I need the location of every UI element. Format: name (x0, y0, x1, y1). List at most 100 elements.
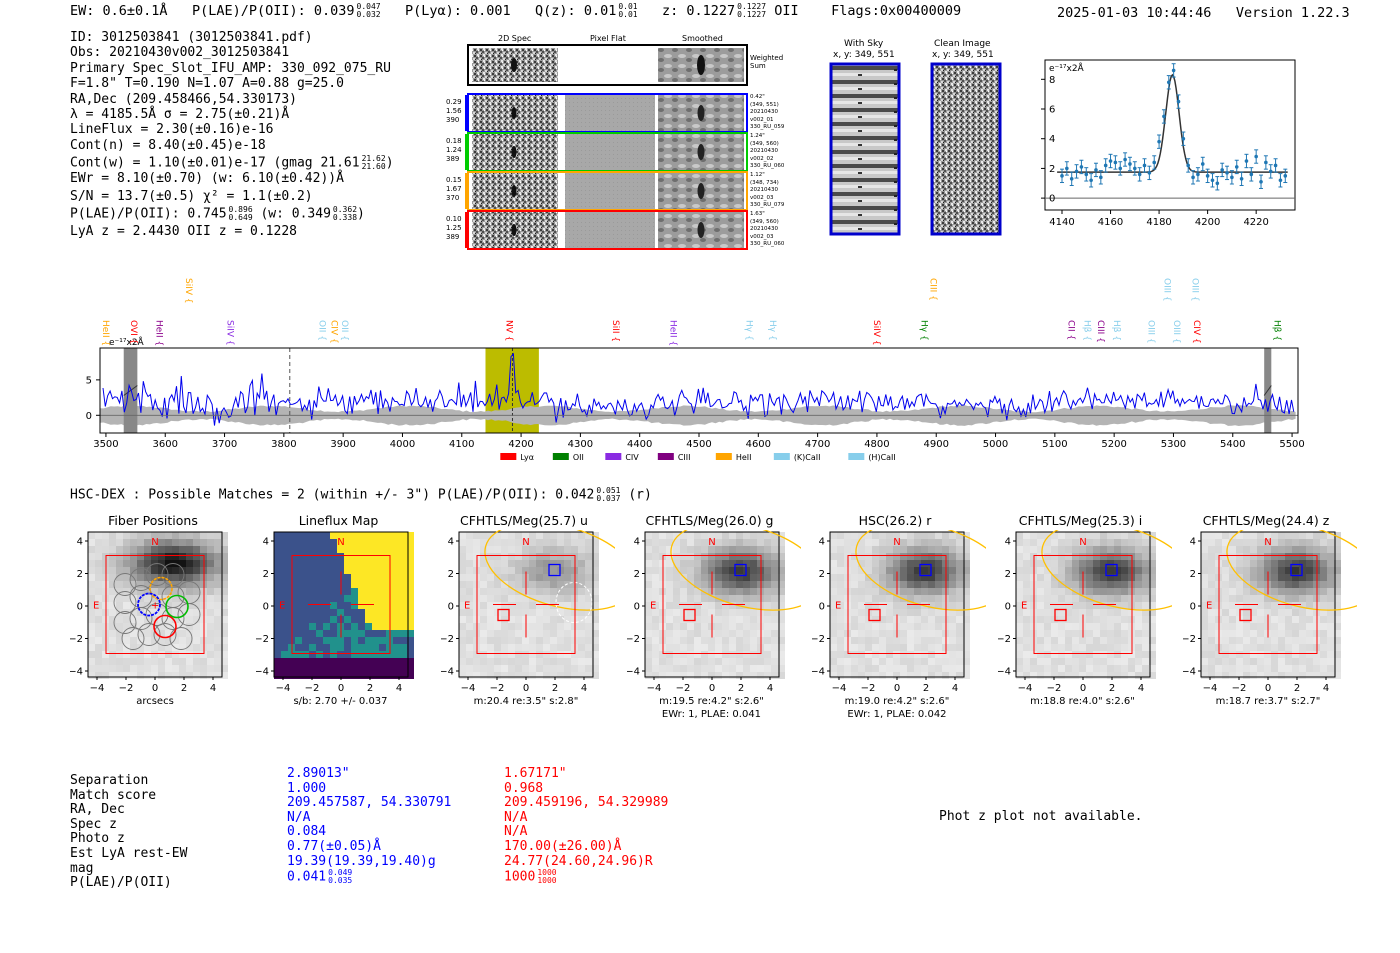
match-label: P(LAE)/P(OII) (70, 875, 172, 891)
spectrum-line-label: OIII { (1171, 320, 1181, 344)
zoom-data-point (1108, 153, 1113, 169)
cutout-caption: m:19.5 re:4.2" s:2.6" (659, 696, 764, 707)
cutout-caption: s/b: 2.70 +/- 0.037 (293, 696, 388, 707)
secondary-aperture (555, 582, 593, 623)
zoom-data-point (1123, 152, 1128, 167)
spectrum-xtick-label: 4700 (805, 439, 830, 450)
fiber-circle (113, 611, 137, 634)
match-label: Spec z (70, 816, 117, 832)
spec2d-fiber-rows (465, 93, 748, 250)
cutout-region-square (476, 555, 576, 654)
zoom-ylabel: e⁻¹⁷x2Å (1049, 62, 1085, 74)
cutout-pixels (459, 532, 599, 679)
cutout-xtick-label: −2 (675, 683, 690, 694)
clean-image (930, 62, 1002, 236)
cutout-xtick-label: 0 (708, 683, 714, 694)
match-blue-value: 19.39(19.39,19.40)g (287, 853, 436, 869)
header-z: z: 0.1227 (661, 3, 736, 19)
cutout-xtick-label: −4 (1203, 683, 1218, 694)
zoom-data-point (1127, 156, 1132, 172)
cutout-xtick-label: −4 (646, 683, 661, 694)
info-contn: Cont(n) = 8.40(±0.45)e-18 (70, 137, 266, 153)
aperture-ellipse (855, 530, 986, 611)
cutout-caption: m:18.8 re:4.0" s:2.6" (1030, 696, 1135, 707)
spec2d-title-2d: 2D Spec (498, 34, 532, 43)
cutout-ytick-label: −2 (627, 634, 640, 645)
match-table-blue: 2.89013" 1.000 209.457587, 54.330791 N/A 0.0… (287, 766, 451, 885)
zoom-data-point (1215, 176, 1220, 191)
spectrum-line-label: Hγ { (767, 320, 777, 341)
spectrum-line-label: Hβ { (1082, 320, 1092, 341)
cutout-xtick-label: 4 (1137, 683, 1143, 694)
match-label: RA, Dec (70, 802, 125, 818)
cutout-image: + N E 4 2 0 −2 −4 −4 −2 0 2 4 (70, 531, 228, 694)
zoom-data-point (1191, 170, 1196, 185)
header-z-line: OII (774, 3, 799, 19)
spectrum-xtick-label: 3700 (212, 439, 237, 450)
photz-message: Phot z plot not available. (939, 809, 1143, 824)
cutout-ytick-label: 0 (262, 602, 268, 613)
zoom-ytick-label: 0 (1049, 194, 1055, 205)
cutout-xtick-label: −4 (1017, 683, 1032, 694)
zoom-data-point (1273, 158, 1278, 173)
cutout-xtick-label: 2 (1294, 683, 1300, 694)
cutout-caption: m:18.7 re:3.7" s:2.7" (1215, 696, 1321, 707)
info-id: ID: 3012503841 (3012503841.pdf) (70, 30, 313, 45)
info-primary: Primary Spec_Slot_IFU_AMP: 330_092_075_R… (70, 60, 391, 76)
spectrum-legend-item: HeII (715, 453, 751, 462)
svg-text:Lyα: Lyα (520, 453, 534, 462)
spectrum-line-label: SiIV { (183, 278, 193, 304)
cutout-ytick-label: −4 (441, 667, 454, 678)
header-plae-frac: 0.047 0.032 (356, 2, 381, 19)
north-label: N (337, 537, 344, 548)
cutout-image: N E 4 2 0 −2 −4 −4 −2 0 2 4 (998, 530, 1172, 694)
cutout-xtick-label: 4 (766, 683, 772, 694)
header-z-frac: 0.1227 0.1227 (737, 2, 767, 19)
north-label: N (151, 537, 158, 548)
spectrum-ytick-label: 0 (86, 411, 92, 422)
match-blue-value: 0.084 (287, 824, 327, 840)
fiber-circle (129, 607, 153, 630)
spec2d-row-right-label: 1.12" (348, 734) 20210430 v002_03 330_RU_079 (750, 172, 785, 208)
north-label: N (708, 537, 715, 548)
cutout-caption-2: EWr: 1, PLAE: 0.042 (847, 709, 947, 720)
spectrum-xtick-label: 4000 (390, 439, 415, 450)
zoom-line-plot: 4140 4160 4180 4200 4220 0 2 4 6 8e⁻¹⁷x2Å (1041, 59, 1296, 228)
spectrum-ytick-label: 5 (86, 375, 92, 386)
cutout-ytick-label: 0 (1190, 602, 1196, 613)
cutout-image: N E 4 2 0 −2 −4 −4 −2 0 2 4 (256, 531, 414, 694)
cutout-xtick-label: 4 (395, 683, 401, 694)
zoom-data-point (1249, 167, 1254, 182)
spectrum-xtick-label: 4800 (864, 439, 889, 450)
zoom-data-point (1084, 167, 1089, 182)
zoom-data-point (1225, 165, 1230, 181)
info-ewr: EWr = 8.10(±0.70) (w: 6.10(±0.42))Å (70, 171, 344, 187)
spectrum-legend-item: CIII (657, 453, 690, 462)
zoom-data-point (1074, 164, 1079, 179)
spectrum-line-label: CIII { (927, 278, 937, 301)
zoom-xtick-label: 4160 (1098, 217, 1123, 228)
match-box-blue (733, 563, 747, 577)
spec2d-title-flat: Pixel Flat (590, 34, 626, 43)
cutout-xtick-label: 0 (1265, 683, 1271, 694)
cutout-ytick-label: −4 (256, 667, 269, 678)
info-lyaz: LyA z = 2.4430 OII z = 0.1228 (70, 224, 297, 240)
fiber-center-marker: + (151, 601, 159, 612)
match-red-value: 0.968 (504, 780, 544, 796)
zoom-ytick-label: 8 (1049, 75, 1055, 86)
cutout-region-square (105, 555, 205, 654)
hsc-dex-band: (r) (628, 487, 652, 503)
cutout-ytick-label: 0 (1004, 602, 1010, 613)
cutout-panel-6: CFHTLS/Meg(25.3) i N E 4 2 0 −2 −4 −4 −2 0 2 4 m:18.8… (998, 512, 1172, 727)
aperture-ellipse (669, 530, 801, 611)
spectrum-legend-item: (K)CaII (773, 453, 821, 462)
spec2d-row-left-label: 0.10 1.25 389 (446, 215, 462, 241)
zoom-data-point (1089, 173, 1094, 188)
cutout-pixels (88, 532, 228, 679)
info-sn: S/N = 13.7(±0.5) χ² = 1.1(±0.2) (70, 188, 313, 204)
match-blue-value: 2.89013" (287, 766, 350, 781)
match-label: Est LyA rest-EW (70, 845, 188, 861)
fiber-circle (113, 573, 137, 596)
cutout-xtick-label: 2 (923, 683, 929, 694)
spectrum-xtick-label: 5000 (983, 439, 1008, 450)
